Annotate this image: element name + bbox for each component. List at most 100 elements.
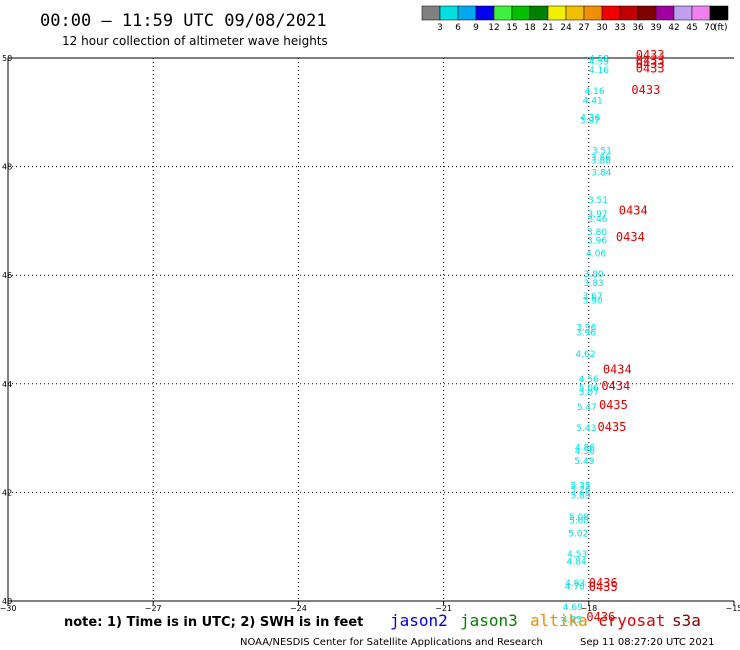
wave-height-value: 5.43 <box>576 424 596 434</box>
wave-height-points: 4.584.594.164.164.414.363.973.513.863.88… <box>562 54 612 625</box>
pass-label: 0436 <box>589 576 618 590</box>
colorbar-label: 24 <box>560 23 572 33</box>
wave-height-value: 3.83 <box>584 279 604 289</box>
wave-height-value: 3.84 <box>591 168 611 178</box>
y-tick-label: 46 <box>2 271 12 280</box>
colorbar-label: 18 <box>524 23 536 33</box>
colorbar-label: 70 <box>704 23 716 33</box>
legend-altika: altika <box>530 611 588 630</box>
colorbar-label: 30 <box>596 23 608 33</box>
pass-label: 0434 <box>603 362 632 376</box>
colorbar: 3 6 9 12 15 18 21 24 27 30 33 36 39 42 45 70 <box>421 5 729 33</box>
wave-height-value: 4.83 <box>565 579 585 589</box>
wave-height-value: 5.49 <box>574 457 594 467</box>
wave-height-value: 5.89 <box>571 491 591 501</box>
pass-label: 0433 <box>636 57 665 71</box>
wave-height-value: 4.86 <box>575 444 595 454</box>
wave-height-value: 4.59 <box>589 58 609 68</box>
colorbar-label: 12 <box>488 23 499 33</box>
wave-height-value: 4.85 <box>562 616 582 626</box>
wave-height-value: 3.97 <box>587 210 607 220</box>
wave-height-value: 3.97 <box>580 117 600 127</box>
colorbar-swatch <box>547 5 567 21</box>
colorbar-swatch <box>565 5 585 21</box>
satellite-legend: jason2 jason3 altika cryosat s3a <box>390 611 701 630</box>
pass-label: 0435 <box>589 580 618 594</box>
colorbar-label: 42 <box>668 23 679 33</box>
pass-label: 0433 <box>636 48 665 62</box>
colorbar-label: 3 <box>437 23 443 33</box>
pass-label: 0434 <box>619 203 648 217</box>
wave-height-value: 3.96 <box>587 237 607 247</box>
x-tick-label: −15 <box>726 604 740 613</box>
colorbar-swatch <box>529 5 549 21</box>
footer-note: note: 1) Time is in UTC; 2) SWH is in fe… <box>64 615 363 630</box>
wave-height-value: 4.56 <box>575 447 595 457</box>
wave-height-value: 4.69 <box>563 603 583 613</box>
wave-height-value: 5.02 <box>568 529 588 539</box>
wave-height-value: 4.16 <box>585 87 605 97</box>
wave-height-value: 4.62 <box>575 350 595 360</box>
x-tick-label: −21 <box>435 604 452 613</box>
plot-area: −30 −27 −24 −21 −18 −15 40 42 44 46 48 50 4.584.59… <box>0 48 740 626</box>
wave-height-value: 4.36 <box>580 113 600 123</box>
wave-height-value: 3.80 <box>587 228 607 238</box>
pass-labels: 0433043304330433043304340434043404340435… <box>586 48 664 624</box>
legend-jason2: jason2 <box>390 611 448 630</box>
colorbar-swatch <box>673 5 693 21</box>
wave-height-value: 4.58 <box>589 54 609 64</box>
colorbar-label: 33 <box>614 23 625 33</box>
wave-height-value: 3.51 <box>588 196 608 206</box>
colorbar-swatch <box>583 5 603 21</box>
y-tick-label: 48 <box>2 163 12 172</box>
x-tick-label: −27 <box>145 604 162 613</box>
legend-cryosat: cryosat <box>598 611 665 630</box>
pass-label: 0435 <box>598 420 627 434</box>
wave-height-value: 5.26 <box>571 485 591 495</box>
x-tick-label: −24 <box>290 604 307 613</box>
footer-timestamp: Sep 11 08:27:20 UTC 2021 <box>580 637 714 648</box>
colorbar-label: 21 <box>542 23 553 33</box>
wave-height-value: 3.51 <box>592 147 612 157</box>
wave-height-value: 4.06 <box>586 250 606 260</box>
wave-height-value: 5.08 <box>569 516 589 526</box>
pass-label: 0433 <box>636 54 665 68</box>
x-tick-label: −30 <box>0 604 16 613</box>
wave-height-value: 4.70 <box>565 583 585 593</box>
colorbar-swatch <box>457 5 477 21</box>
wave-height-value: 5.35 <box>571 482 591 492</box>
colorbar-swatch <box>511 5 531 21</box>
wave-height-value: 3.86 <box>591 154 611 164</box>
wave-height-value: 4.84 <box>567 558 587 568</box>
wave-height-value: 5.08 <box>569 513 589 523</box>
chart-title: 00:00 – 11:59 UTC 09/08/2021 <box>40 11 327 31</box>
colorbar-swatch <box>709 5 729 21</box>
y-tick-label: 40 <box>2 597 12 606</box>
colorbar-swatch <box>421 5 441 21</box>
y-axis: 40 42 44 46 48 50 <box>2 54 12 606</box>
y-tick-label: 42 <box>2 488 12 497</box>
colorbar-swatch <box>439 5 459 21</box>
y-tick-label: 50 <box>2 54 12 63</box>
colorbar-swatch <box>619 5 639 21</box>
wave-height-value: 4.53 <box>567 550 587 560</box>
wave-height-value: 3.96 <box>576 328 596 338</box>
wave-height-value: 4.16 <box>589 66 609 76</box>
colorbar-label: 6 <box>455 23 461 33</box>
wave-height-value: 3.67 <box>583 292 603 302</box>
colorbar-label: 39 <box>650 23 662 33</box>
colorbar-swatch <box>637 5 657 21</box>
pass-label: 0434 <box>601 379 630 393</box>
x-tick-label: −18 <box>580 604 597 613</box>
x-axis: −30 −27 −24 −21 −18 −15 <box>0 601 740 613</box>
pass-label: 0433 <box>631 83 660 97</box>
pass-label: 0436 <box>586 610 615 624</box>
wave-height-value: 5.07 <box>579 388 599 398</box>
wave-height-value: 3.88 <box>591 156 611 166</box>
wave-height-value: 3.46 <box>587 215 607 225</box>
colorbar-label: 27 <box>578 23 589 33</box>
wave-height-value: 4.41 <box>583 97 603 107</box>
pass-label: 0433 <box>636 62 665 76</box>
gridlines <box>8 58 734 601</box>
